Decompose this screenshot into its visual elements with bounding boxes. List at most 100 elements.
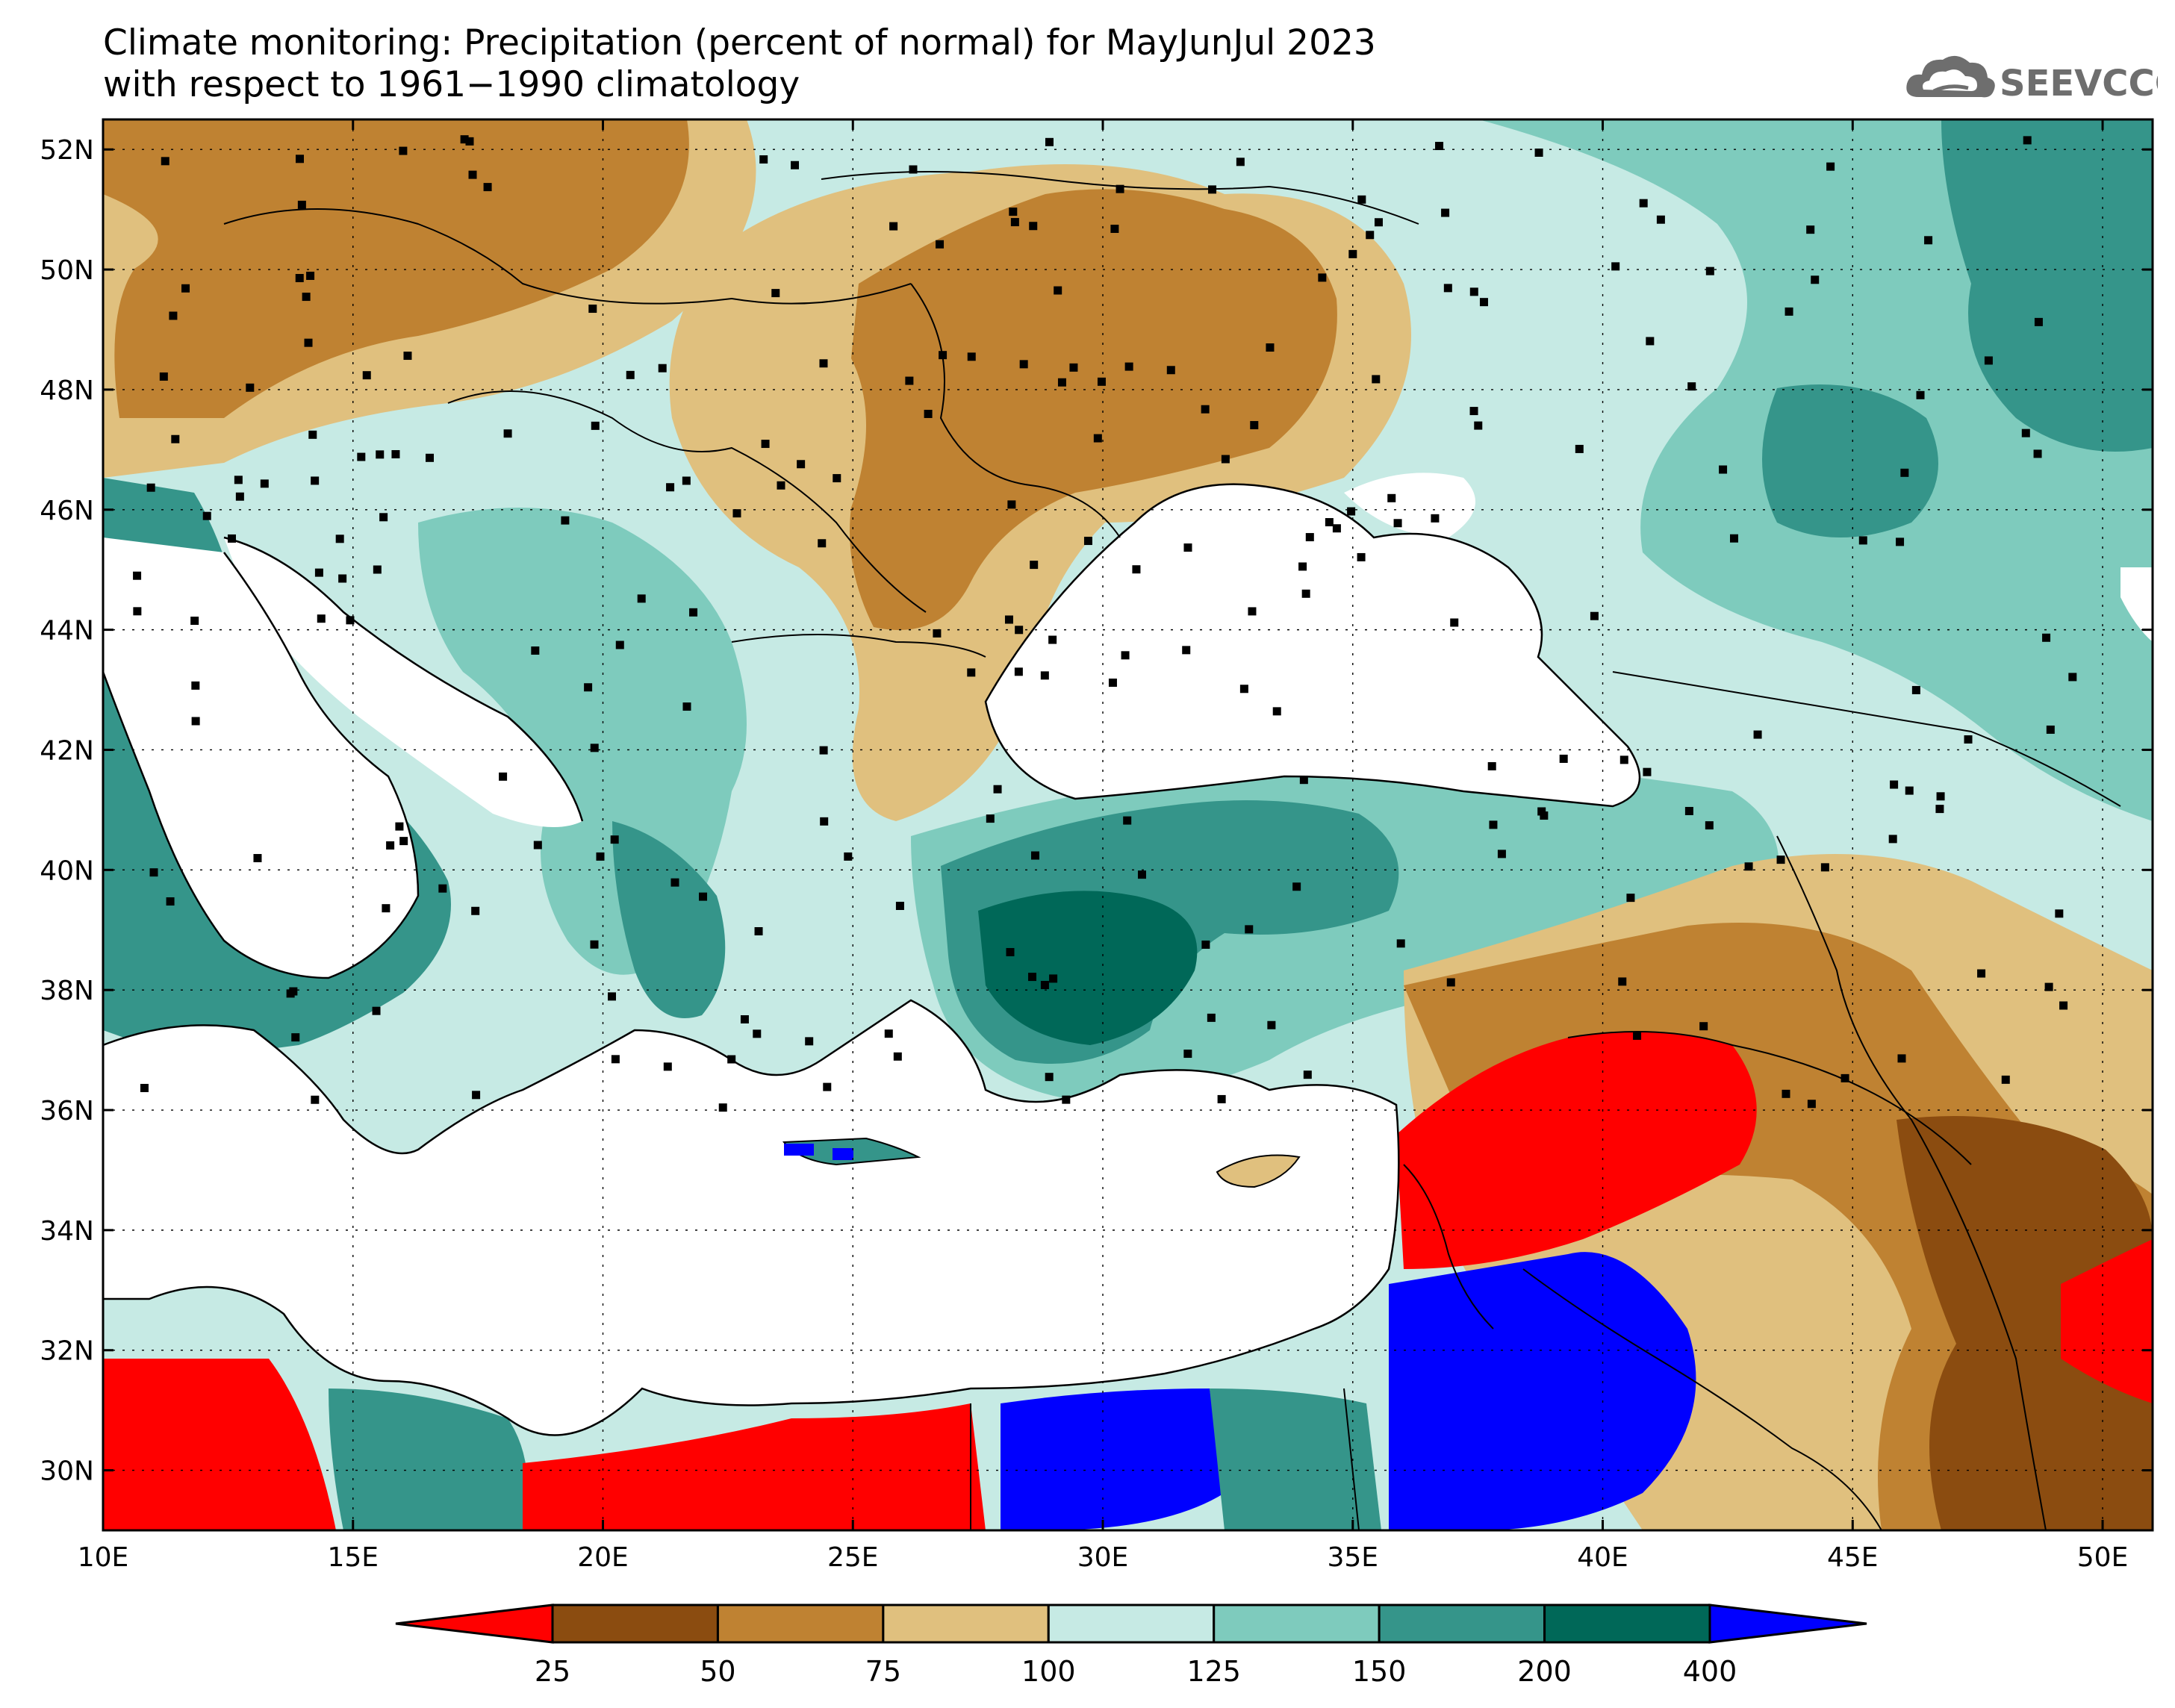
station-marker — [727, 1055, 736, 1064]
station-marker — [1019, 360, 1028, 369]
station-marker — [1266, 343, 1275, 352]
station-marker — [169, 311, 178, 320]
station-marker — [819, 746, 828, 755]
station-marker — [260, 479, 269, 488]
station-marker — [561, 516, 570, 525]
station-marker — [1301, 589, 1310, 598]
colorbar-label: 75 — [865, 1655, 901, 1688]
border-iraq-saudi — [1522, 1268, 1882, 1530]
station-marker — [1045, 1073, 1054, 1082]
station-marker — [1785, 307, 1793, 316]
station-marker — [1431, 514, 1440, 523]
field-very-wet-balkans — [612, 821, 726, 1018]
station-marker — [1303, 1070, 1312, 1079]
station-marker — [1487, 761, 1496, 770]
station-marker — [1183, 543, 1192, 552]
colorbar-segment — [1543, 1603, 1711, 1644]
station-marker — [1559, 754, 1568, 763]
station-marker — [1705, 821, 1714, 830]
station-marker — [967, 668, 976, 677]
cyprus — [1216, 1154, 1301, 1188]
station-marker — [1208, 185, 1217, 194]
station-marker — [1166, 366, 1175, 375]
station-marker — [924, 409, 933, 418]
station-marker — [909, 165, 918, 174]
station-marker — [588, 305, 597, 314]
station-marker — [1137, 870, 1146, 879]
station-marker — [2021, 428, 2030, 437]
station-marker — [1705, 267, 1714, 275]
lon-tick-label: 25E — [827, 1542, 879, 1573]
station-marker — [202, 511, 211, 520]
station-marker — [591, 421, 600, 430]
field-very-wet-east — [1762, 384, 1938, 537]
station-marker — [426, 453, 435, 462]
map-frame — [102, 118, 2154, 1532]
station-marker — [1916, 390, 1925, 399]
station-marker — [1004, 615, 1013, 624]
field-extremely-dry-syria — [1396, 1032, 1757, 1269]
station-marker — [1372, 375, 1381, 384]
station-marker — [1479, 298, 1488, 307]
station-marker — [1719, 465, 1728, 474]
station-marker — [1045, 137, 1054, 146]
station-marker — [611, 1055, 620, 1064]
station-marker — [658, 364, 667, 373]
station-marker — [1014, 667, 1023, 676]
station-marker — [1207, 1013, 1216, 1022]
station-marker — [699, 892, 708, 901]
station-marker — [584, 683, 593, 692]
station-marker — [1744, 862, 1753, 871]
station-marker — [682, 702, 691, 711]
station-marker — [637, 594, 646, 603]
station-marker — [1217, 1094, 1226, 1103]
station-marker — [2059, 1001, 2068, 1010]
country-borders — [223, 171, 2121, 1530]
station-marker — [1015, 626, 1024, 635]
station-marker — [295, 274, 304, 283]
station-marker — [670, 878, 679, 887]
colorbar-segment — [1047, 1603, 1216, 1644]
station-marker — [833, 474, 841, 483]
station-marker — [1896, 537, 1905, 546]
station-marker — [1292, 882, 1301, 891]
station-markers — [133, 135, 2077, 1112]
station-marker — [1826, 162, 1835, 171]
station-marker — [472, 1091, 481, 1100]
lat-tick-label: 32N — [40, 1336, 94, 1367]
logo-text: SEEVCCC — [2000, 63, 2158, 105]
crete-wet-patch-east — [833, 1148, 853, 1160]
field-dry-northwest — [103, 119, 689, 418]
station-marker — [1115, 184, 1124, 193]
map-title: Climate monitoring: Precipitation (perce… — [103, 22, 1376, 106]
station-marker — [146, 483, 155, 492]
station-marker — [1123, 816, 1132, 825]
lat-tick-label: 46N — [40, 496, 94, 526]
station-marker — [1489, 820, 1498, 829]
station-marker — [1387, 493, 1396, 502]
station-marker — [1054, 286, 1062, 295]
lon-tick-label: 15E — [327, 1542, 379, 1573]
station-marker — [805, 1037, 814, 1046]
station-marker — [663, 1062, 672, 1071]
border-iran-iraq — [1776, 835, 2047, 1530]
axis-ticks — [102, 119, 2153, 1530]
field-very-dry-southeast — [1896, 1116, 2153, 1530]
station-marker — [2033, 449, 2042, 458]
border-ukraine-north — [821, 171, 1419, 225]
station-marker — [1009, 208, 1018, 216]
station-marker — [438, 884, 447, 893]
station-marker — [1183, 1050, 1192, 1059]
station-marker — [1911, 685, 1920, 694]
station-marker — [2044, 982, 2053, 991]
station-marker — [311, 476, 320, 485]
station-marker — [1010, 218, 1019, 227]
station-marker — [1977, 969, 1986, 978]
station-marker — [615, 640, 624, 649]
station-marker — [1699, 1022, 1708, 1031]
station-marker — [295, 155, 304, 163]
station-marker — [1305, 533, 1314, 542]
station-marker — [1534, 148, 1543, 157]
station-marker — [1093, 434, 1102, 443]
station-marker — [386, 841, 395, 850]
